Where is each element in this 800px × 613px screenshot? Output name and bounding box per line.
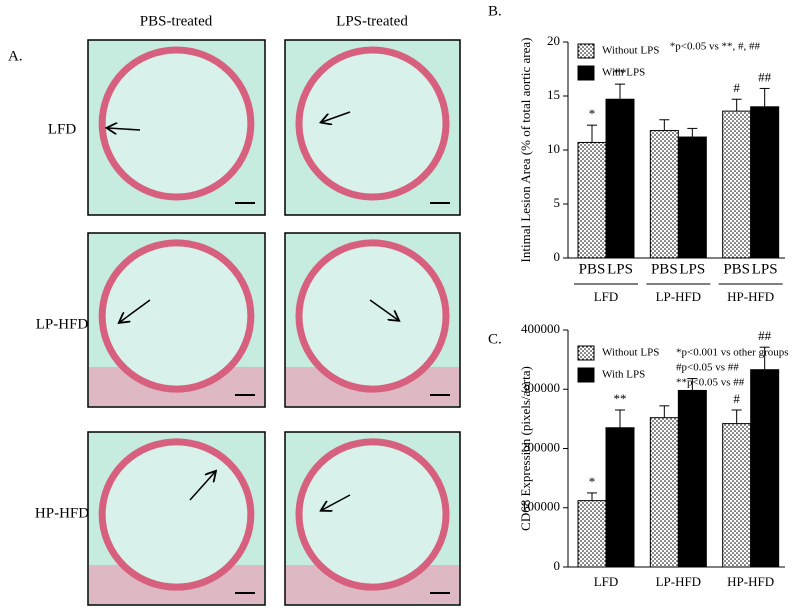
row-label: HP-HFD bbox=[35, 505, 89, 521]
bar-label: LPS bbox=[679, 261, 705, 277]
annotation: #p<0.05 vs ## bbox=[676, 362, 739, 374]
significance-marker: ** bbox=[614, 391, 627, 406]
arrow bbox=[108, 128, 141, 130]
panel-label: B. bbox=[488, 3, 502, 19]
x-tick-label: HP-HFD bbox=[727, 289, 774, 304]
bar-label: PBS bbox=[579, 261, 606, 277]
y-tick-label: 10 bbox=[547, 141, 560, 156]
significance-marker: ## bbox=[758, 69, 772, 84]
y-tick-label: 200000 bbox=[521, 439, 560, 454]
y-tick-label: 0 bbox=[554, 558, 561, 573]
bar bbox=[750, 369, 780, 568]
vessel-wall bbox=[98, 438, 255, 591]
column-title: PBS-treated bbox=[140, 13, 213, 29]
vessel-wall bbox=[295, 46, 450, 201]
annotation: *p<0.05 vs **, #, ## bbox=[670, 41, 761, 53]
vessel-wall bbox=[98, 46, 255, 201]
bar-label: PBS bbox=[723, 261, 750, 277]
significance-marker: # bbox=[733, 391, 740, 406]
y-tick-label: 300000 bbox=[521, 380, 560, 395]
x-tick-label: HP-HFD bbox=[727, 574, 774, 589]
bar bbox=[649, 417, 679, 568]
bar bbox=[750, 106, 780, 259]
significance-marker: ** bbox=[614, 65, 627, 80]
legend-swatch bbox=[577, 367, 595, 383]
legend-label: Without LPS bbox=[602, 347, 659, 359]
x-tick-label: LP-HFD bbox=[656, 289, 702, 304]
x-tick-label: LP-HFD bbox=[656, 574, 702, 589]
significance-marker: * bbox=[589, 474, 596, 489]
bar bbox=[577, 500, 607, 568]
x-tick-label: LFD bbox=[594, 289, 619, 304]
bar bbox=[722, 110, 752, 259]
vessel-wall bbox=[98, 239, 255, 393]
arrow bbox=[369, 299, 398, 320]
y-tick-label: 100000 bbox=[521, 499, 560, 514]
vessel-wall bbox=[295, 239, 450, 393]
legend-swatch bbox=[577, 43, 595, 59]
bar bbox=[577, 141, 607, 259]
legend-label: With LPS bbox=[602, 67, 645, 79]
legend-swatch bbox=[577, 345, 595, 361]
bar-label: LPS bbox=[752, 261, 778, 277]
y-axis-label: CD68 Expression (pixels/aorta) bbox=[518, 366, 533, 531]
significance-marker: ## bbox=[758, 328, 772, 343]
y-tick-label: 20 bbox=[547, 33, 560, 48]
significance-marker: * bbox=[589, 106, 596, 121]
row-label: LFD bbox=[48, 121, 77, 137]
panel-label: C. bbox=[488, 331, 502, 347]
bar bbox=[677, 136, 707, 259]
bar-label: LPS bbox=[607, 261, 633, 277]
legend-label: Without LPS bbox=[602, 45, 659, 57]
arrow bbox=[189, 472, 215, 501]
legend-label: With LPS bbox=[602, 369, 645, 381]
y-axis-label: Intimal Lesion Area (% of total aortic a… bbox=[518, 38, 533, 263]
row-label: LP-HFD bbox=[36, 316, 89, 332]
x-tick-label: LFD bbox=[594, 574, 619, 589]
annotation: *p<0.001 vs other groups bbox=[676, 347, 789, 359]
bar bbox=[605, 427, 635, 568]
y-tick-label: 15 bbox=[547, 87, 560, 102]
y-tick-label: 5 bbox=[554, 195, 561, 210]
bar bbox=[677, 389, 707, 568]
arrow bbox=[322, 494, 351, 510]
bar bbox=[649, 130, 679, 259]
bar bbox=[722, 423, 752, 568]
legend-swatch bbox=[577, 65, 595, 81]
panel-label: A. bbox=[8, 48, 23, 64]
annotation: **p<0.05 vs ## bbox=[676, 377, 745, 389]
y-tick-label: 400000 bbox=[521, 321, 560, 336]
bar bbox=[605, 98, 635, 259]
y-tick-label: 0 bbox=[554, 249, 561, 264]
arrow bbox=[120, 299, 151, 322]
significance-marker: # bbox=[733, 80, 740, 95]
column-title: LPS-treated bbox=[336, 13, 408, 29]
bar-label: PBS bbox=[651, 261, 678, 277]
arrow bbox=[322, 111, 351, 122]
micrographs bbox=[87, 39, 461, 606]
vessel-wall bbox=[295, 438, 450, 591]
